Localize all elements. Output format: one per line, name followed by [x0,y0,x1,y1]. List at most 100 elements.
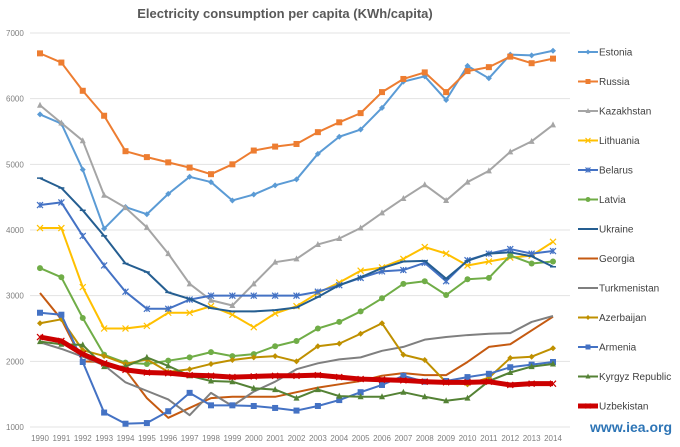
x-tick-label: 2002 [288,434,306,443]
x-tick-label: 2011 [480,434,498,443]
data-point [79,166,86,173]
data-point [421,243,429,251]
data-point [272,343,279,350]
x-tick-label: 2009 [437,434,455,443]
legend-label: Azerbaijan [599,313,646,324]
data-point [585,137,591,144]
x-tick-label: 1996 [159,434,177,443]
data-point [357,389,364,396]
data-point [37,111,43,118]
data-point [357,308,364,315]
series-kazakhstan [37,101,556,309]
legend-item: Russia [578,77,630,88]
data-point [229,378,236,385]
y-tick-label: 2000 [6,357,24,366]
data-point [272,353,279,360]
data-point [250,351,257,358]
legend-item: Azerbaijan [578,313,646,324]
data-point [79,314,86,321]
data-point [101,191,108,198]
legend-label: Turkmenistan [599,284,659,295]
data-point [272,386,279,393]
y-tick-label: 7000 [6,29,24,38]
data-point [250,292,258,300]
data-point [165,159,172,166]
data-point [336,235,343,242]
data-point [79,341,86,348]
data-point [336,318,343,325]
y-tick-label: 3000 [6,292,24,301]
data-point [506,245,514,253]
data-point [442,250,450,258]
y-tick-label: 1000 [6,423,24,432]
data-point [250,147,257,154]
data-point [293,292,300,300]
data-point [314,371,322,379]
data-point [507,148,514,155]
series-uzbekistan [36,333,557,389]
legend-item: Ukraine [578,225,634,236]
data-point [528,353,535,360]
data-point [122,148,129,155]
data-point [100,325,108,332]
legend-item: Turkmenistan [578,284,659,295]
data-point [506,381,514,389]
data-point [122,420,129,427]
data-point [58,311,65,318]
data-point [357,267,365,275]
data-point [314,325,321,332]
legend-label: Estonia [599,48,633,59]
data-point [421,278,428,285]
legend-item: Georgia [578,254,635,265]
data-point [293,176,300,183]
data-point [314,343,321,350]
data-point [37,309,43,316]
data-point [507,53,514,60]
data-point [421,357,428,364]
data-point [443,96,450,103]
series-russia [37,50,556,178]
data-point [336,392,343,399]
data-point [550,360,556,367]
data-point [443,397,450,404]
data-point [585,315,591,320]
data-point [485,274,492,281]
data-point [507,368,514,375]
data-point [443,196,450,203]
data-point [186,366,193,373]
data-point [585,167,591,173]
data-point [379,104,385,111]
data-point [164,369,172,377]
x-tick-label: 1995 [138,434,156,443]
data-point [549,238,557,246]
data-point [464,374,471,381]
data-point [293,140,300,147]
legend-label: Russia [599,77,630,88]
data-point [229,357,236,364]
series-turkmenistan [39,315,554,417]
series-line [39,177,554,313]
data-point [485,167,492,174]
data-point [314,240,321,247]
data-point [271,372,279,380]
x-tick-label: 1990 [31,434,49,443]
data-point [585,197,591,202]
data-point [464,178,471,185]
x-tick-label: 1998 [202,434,220,443]
data-point [208,296,214,303]
y-tick-label: 6000 [6,95,24,104]
data-point [122,325,129,332]
data-point [379,295,385,302]
data-point [250,323,258,331]
data-point [357,110,364,117]
data-point [208,402,214,409]
data-point [336,133,343,140]
series-line [39,254,554,365]
legend-label: Lithuania [599,136,640,147]
data-point [143,154,150,161]
data-point [464,378,471,386]
data-point [379,89,385,96]
x-tick-label: 1993 [95,434,113,443]
data-point [400,372,407,379]
